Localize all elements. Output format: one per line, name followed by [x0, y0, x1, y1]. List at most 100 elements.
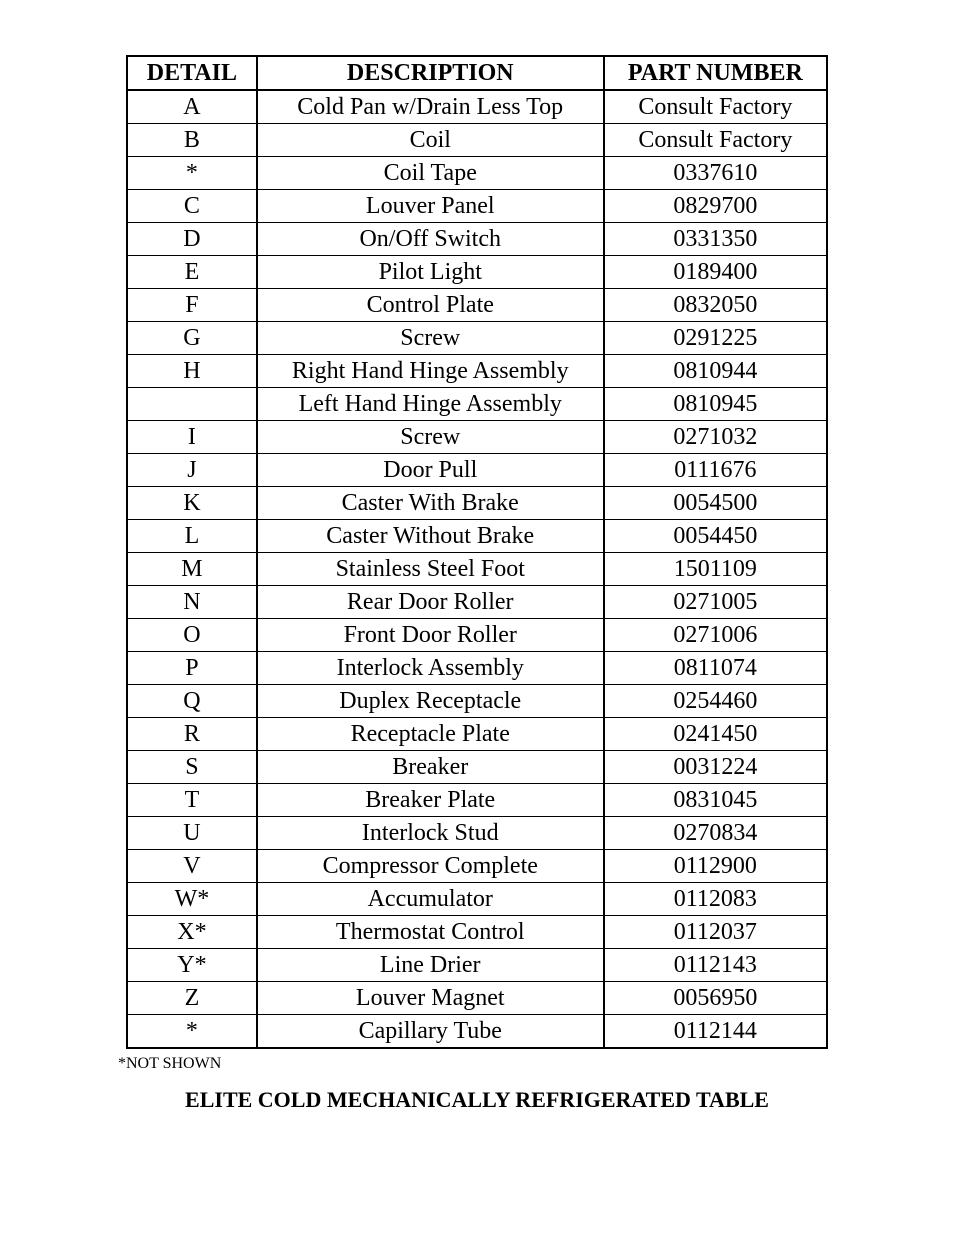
- cell-description: Louver Panel: [257, 190, 604, 223]
- cell-description: Louver Magnet: [257, 982, 604, 1015]
- parts-table: DETAIL DESCRIPTION PART NUMBER ACold Pan…: [126, 55, 828, 1049]
- cell-detail: S: [127, 751, 257, 784]
- page-title: ELITE COLD MECHANICALLY REFRIGERATED TAB…: [0, 1087, 954, 1113]
- cell-part-number: 0811074: [604, 652, 827, 685]
- cell-detail: L: [127, 520, 257, 553]
- cell-part-number: 0112900: [604, 850, 827, 883]
- cell-detail: I: [127, 421, 257, 454]
- table-body: ACold Pan w/Drain Less TopConsult Factor…: [127, 90, 827, 1048]
- table-row: OFront Door Roller0271006: [127, 619, 827, 652]
- cell-part-number: 0271032: [604, 421, 827, 454]
- cell-description: Line Drier: [257, 949, 604, 982]
- cell-part-number: 0054500: [604, 487, 827, 520]
- cell-part-number: 0112083: [604, 883, 827, 916]
- cell-detail: *: [127, 157, 257, 190]
- cell-detail: D: [127, 223, 257, 256]
- cell-detail: U: [127, 817, 257, 850]
- cell-description: Control Plate: [257, 289, 604, 322]
- cell-detail: K: [127, 487, 257, 520]
- cell-part-number: 0189400: [604, 256, 827, 289]
- cell-description: Compressor Complete: [257, 850, 604, 883]
- cell-part-number: 0241450: [604, 718, 827, 751]
- cell-detail: R: [127, 718, 257, 751]
- parts-table-container: DETAIL DESCRIPTION PART NUMBER ACold Pan…: [126, 55, 828, 1049]
- table-row: CLouver Panel0829700: [127, 190, 827, 223]
- table-row: NRear Door Roller0271005: [127, 586, 827, 619]
- table-row: Y*Line Drier0112143: [127, 949, 827, 982]
- cell-part-number: 0331350: [604, 223, 827, 256]
- cell-part-number: 0810945: [604, 388, 827, 421]
- table-row: W*Accumulator0112083: [127, 883, 827, 916]
- cell-part-number: 0031224: [604, 751, 827, 784]
- cell-part-number: 0337610: [604, 157, 827, 190]
- cell-detail: A: [127, 90, 257, 124]
- cell-detail: B: [127, 124, 257, 157]
- cell-part-number: 0254460: [604, 685, 827, 718]
- cell-description: Duplex Receptacle: [257, 685, 604, 718]
- cell-detail: O: [127, 619, 257, 652]
- table-row: UInterlock Stud0270834: [127, 817, 827, 850]
- cell-detail: *: [127, 1015, 257, 1049]
- cell-description: Interlock Assembly: [257, 652, 604, 685]
- cell-description: Pilot Light: [257, 256, 604, 289]
- cell-detail: Z: [127, 982, 257, 1015]
- table-header-row: DETAIL DESCRIPTION PART NUMBER: [127, 56, 827, 90]
- cell-description: Thermostat Control: [257, 916, 604, 949]
- cell-part-number: 0111676: [604, 454, 827, 487]
- cell-part-number: 0270834: [604, 817, 827, 850]
- cell-description: Coil: [257, 124, 604, 157]
- cell-description: Screw: [257, 421, 604, 454]
- cell-description: Breaker: [257, 751, 604, 784]
- cell-part-number: 0831045: [604, 784, 827, 817]
- cell-part-number: Consult Factory: [604, 124, 827, 157]
- cell-detail: F: [127, 289, 257, 322]
- cell-part-number: 0271006: [604, 619, 827, 652]
- col-header-description: DESCRIPTION: [257, 56, 604, 90]
- cell-detail: J: [127, 454, 257, 487]
- cell-detail: H: [127, 355, 257, 388]
- cell-description: Screw: [257, 322, 604, 355]
- table-row: Left Hand Hinge Assembly0810945: [127, 388, 827, 421]
- cell-description: On/Off Switch: [257, 223, 604, 256]
- cell-part-number: 0056950: [604, 982, 827, 1015]
- cell-detail: P: [127, 652, 257, 685]
- cell-description: Caster With Brake: [257, 487, 604, 520]
- table-row: IScrew0271032: [127, 421, 827, 454]
- cell-description: Coil Tape: [257, 157, 604, 190]
- cell-description: Caster Without Brake: [257, 520, 604, 553]
- table-row: EPilot Light0189400: [127, 256, 827, 289]
- col-header-part-number: PART NUMBER: [604, 56, 827, 90]
- table-row: *Coil Tape0337610: [127, 157, 827, 190]
- cell-detail: Y*: [127, 949, 257, 982]
- cell-part-number: Consult Factory: [604, 90, 827, 124]
- footnote-not-shown: *NOT SHOWN: [118, 1055, 954, 1073]
- cell-part-number: 0832050: [604, 289, 827, 322]
- cell-description: Interlock Stud: [257, 817, 604, 850]
- cell-detail: M: [127, 553, 257, 586]
- table-row: PInterlock Assembly0811074: [127, 652, 827, 685]
- table-row: GScrew0291225: [127, 322, 827, 355]
- table-row: ACold Pan w/Drain Less TopConsult Factor…: [127, 90, 827, 124]
- cell-description: Breaker Plate: [257, 784, 604, 817]
- table-row: DOn/Off Switch0331350: [127, 223, 827, 256]
- table-row: SBreaker0031224: [127, 751, 827, 784]
- cell-detail: T: [127, 784, 257, 817]
- cell-part-number: 0271005: [604, 586, 827, 619]
- cell-description: Accumulator: [257, 883, 604, 916]
- table-row: HRight Hand Hinge Assembly0810944: [127, 355, 827, 388]
- cell-description: Front Door Roller: [257, 619, 604, 652]
- table-row: FControl Plate0832050: [127, 289, 827, 322]
- cell-part-number: 0054450: [604, 520, 827, 553]
- cell-description: Cold Pan w/Drain Less Top: [257, 90, 604, 124]
- table-row: JDoor Pull0111676: [127, 454, 827, 487]
- col-header-detail: DETAIL: [127, 56, 257, 90]
- table-row: MStainless Steel Foot1501109: [127, 553, 827, 586]
- table-row: BCoilConsult Factory: [127, 124, 827, 157]
- cell-detail: V: [127, 850, 257, 883]
- cell-detail: N: [127, 586, 257, 619]
- table-row: *Capillary Tube0112144: [127, 1015, 827, 1049]
- cell-detail: C: [127, 190, 257, 223]
- table-row: ZLouver Magnet0056950: [127, 982, 827, 1015]
- cell-part-number: 1501109: [604, 553, 827, 586]
- cell-detail: X*: [127, 916, 257, 949]
